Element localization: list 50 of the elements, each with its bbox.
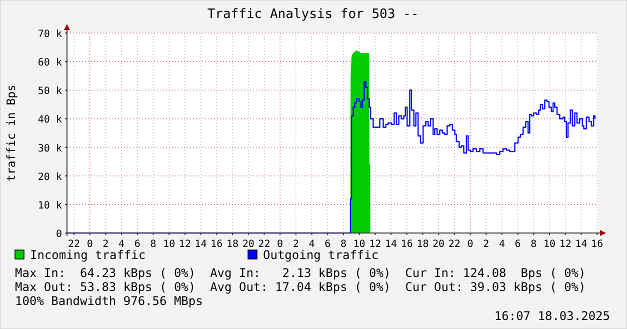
x-tick-label: 6 [324, 239, 331, 250]
x-tick-label: 2 [483, 239, 490, 250]
y-tick-label: 70 k [38, 29, 62, 40]
x-tick-label: 0 [277, 239, 284, 250]
text: 16:07 18.03.2025 [494, 309, 610, 323]
y-tick-label: 40 k [38, 114, 62, 126]
x-tick-label: 4 [498, 239, 505, 250]
x-tick-label: 22 [68, 239, 80, 250]
x-tick-label: 20 [242, 239, 254, 250]
x-tick-label: 6 [134, 239, 140, 250]
legend-label: Outgoing traffic [263, 248, 379, 262]
x-tick-label: 2 [292, 239, 299, 250]
x-tick-label: 10 [163, 239, 176, 250]
legend-label: Incoming traffic [30, 248, 146, 262]
x-tick-label: 10 [353, 239, 366, 250]
x-tick-label: 0 [467, 239, 474, 250]
x-tick-label: 12 [178, 239, 191, 250]
x-tick-label: 14 [575, 239, 588, 250]
x-tick-label: 14 [194, 239, 207, 250]
x-tick-label: 8 [340, 239, 346, 250]
x-tick-label: 22 [448, 239, 460, 250]
x-tick-label: 16 [210, 239, 223, 250]
x-tick-label: 18 [416, 239, 429, 250]
text: Max Out: 53.83 kBps ( 0%) Avg Out: 17.04 kBps ( 0%) Cur Out: 39.03 kBps ( 0%) [15, 280, 586, 294]
x-tick-label: 4 [308, 239, 315, 250]
y-tick-label: 60 k [38, 58, 62, 69]
x-tick-label: 8 [150, 239, 156, 250]
y-tick-label: 50 k [38, 86, 62, 98]
x-tick-label: 16 [591, 239, 604, 250]
x-tick-label: 14 [384, 239, 398, 250]
y-tick-label: 0 [56, 229, 62, 240]
chart-title: Traffic Analysis for 503 -- [207, 7, 419, 22]
x-tick-label: 12 [559, 239, 572, 250]
x-tick-label: 16 [400, 239, 413, 250]
x-tick-label: 4 [118, 239, 125, 250]
text: 100% Bandwidth 976.56 MBps [15, 294, 203, 308]
text: Max In: 64.23 kBps ( 0%) Avg In: 2.13 kBps ( 0%) Cur In: 124.08 Bps ( 0%) [15, 266, 586, 280]
y-tick-label: 10 k [38, 200, 62, 212]
x-tick-label: 2 [102, 239, 109, 250]
x-tick-label: 20 [432, 239, 445, 250]
y-tick-label: 30 k [38, 143, 62, 154]
y-tick-label: 20 k [38, 172, 62, 183]
x-tick-label: 6 [514, 239, 521, 250]
x-tick-label: 12 [369, 239, 382, 250]
x-tick-label: 22 [258, 239, 270, 250]
x-tick-label: 10 [544, 239, 556, 250]
y-axis-title: traffic in Bps [4, 84, 18, 182]
x-tick-label: 18 [226, 239, 239, 250]
x-tick-label: 0 [86, 239, 93, 250]
x-tick-label: 8 [530, 239, 537, 250]
